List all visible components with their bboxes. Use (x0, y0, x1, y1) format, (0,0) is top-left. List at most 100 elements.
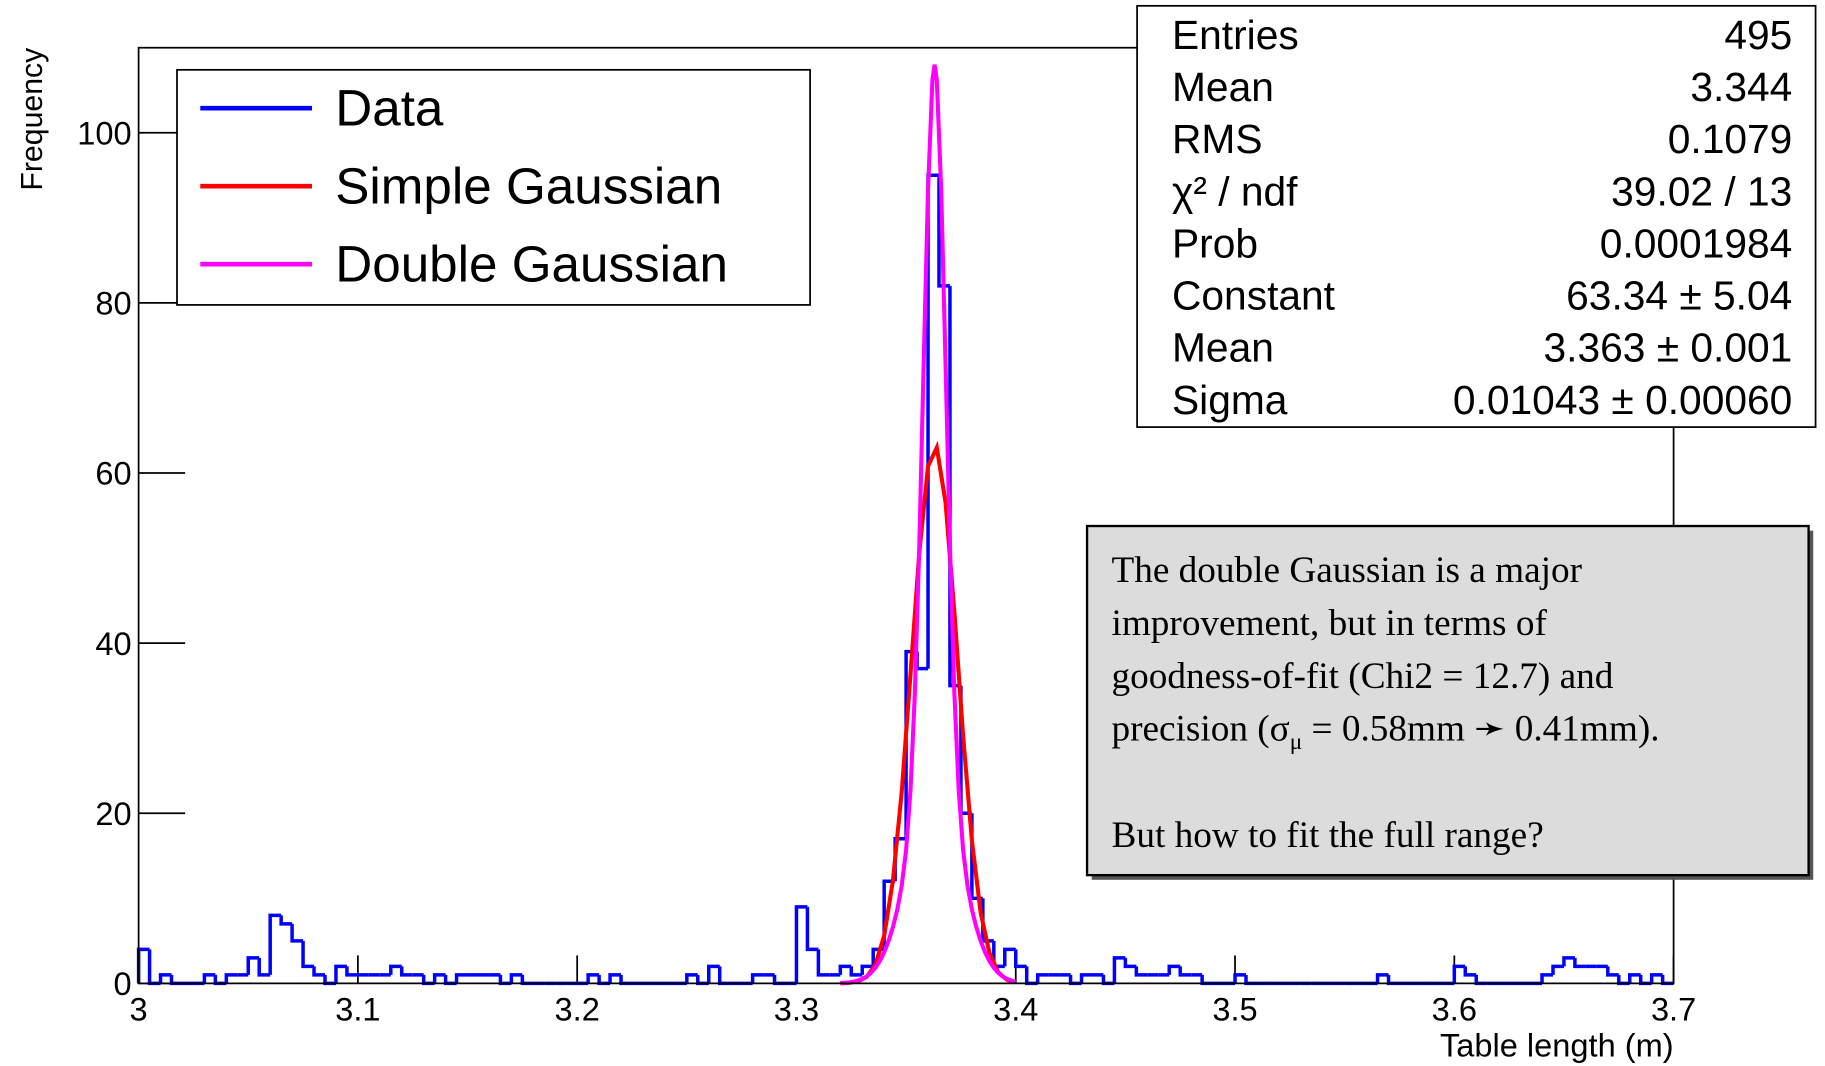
stats-label: Mean (1172, 325, 1274, 371)
histogram-bin (1123, 957, 1137, 969)
histogram-bin (948, 285, 961, 688)
histogram-bin (334, 964, 347, 984)
histogram-bin (1375, 973, 1389, 984)
x-axis-label: Table length (m) (1440, 1028, 1674, 1064)
histogram-bin (750, 973, 764, 984)
note-frame (1085, 524, 1810, 877)
x-tick-label: 3.5 (1212, 992, 1257, 1028)
legend-label: Double Gaussian (335, 236, 728, 293)
x-tick-label: 3.4 (993, 992, 1038, 1028)
histogram-bin (1035, 973, 1049, 984)
histogram-bin (257, 957, 271, 977)
y-tick-label: 40 (95, 626, 131, 662)
histogram-bin (1079, 973, 1093, 984)
histogram-bin (1233, 973, 1246, 984)
histogram-bin (1649, 973, 1663, 984)
histogram-bin (586, 973, 600, 984)
x-tick-label: 3.1 (335, 992, 380, 1028)
note-text: = 0.58mm ➛ 0.41mm). (1302, 709, 1659, 750)
histogram-bin (794, 905, 808, 984)
histogram-bin (268, 913, 282, 975)
note-line: precision (σμ = 0.58mm ➛ 0.41mm). (1112, 709, 1660, 755)
x-tick-label: 3.6 (1432, 992, 1477, 1028)
note-line: improvement, but in terms of (1112, 603, 1548, 644)
histogram-bin (816, 949, 830, 977)
histogram-bin (454, 973, 468, 984)
histogram-bin (1134, 966, 1148, 977)
y-tick-label: 80 (95, 286, 131, 322)
stats-value: 495 (1724, 12, 1792, 58)
y-axis-label: Frequency (16, 47, 49, 191)
histogram-bin (981, 898, 994, 943)
y-tick-label: 0 (113, 966, 131, 1002)
stats-label: RMS (1172, 116, 1262, 162)
histogram-bin (1562, 956, 1575, 967)
histogram-bin (1463, 966, 1477, 977)
histogram-bin (158, 973, 172, 984)
histogram-bin (1112, 956, 1126, 984)
histogram-bin (345, 966, 358, 977)
legend-label: Data (335, 80, 444, 137)
stats-label: Mean (1172, 64, 1274, 110)
histogram-bin (608, 973, 622, 984)
histogram-bin (246, 956, 260, 975)
histogram-bin (805, 906, 819, 952)
note-text: μ (1290, 729, 1302, 755)
note-line: But how to fit the full range? (1112, 815, 1544, 856)
note-box: The double Gaussian is a major improvemen… (1085, 524, 1814, 880)
histogram-bin (706, 964, 720, 984)
stats-box: Entries 495 Mean 3.344 RMS 0.1079 χ² / ndf 39.0… (1136, 4, 1817, 428)
stats-value: 0.0001984 (1600, 220, 1792, 266)
stats-value: 63.34 ± 5.04 (1566, 273, 1792, 319)
histogram-bin (937, 175, 950, 288)
fit-curve (840, 64, 1017, 986)
histogram-bin (202, 973, 216, 984)
x-tick-label: 3.2 (555, 992, 600, 1028)
histogram-bin (1573, 957, 1586, 969)
note-text: precision (σ (1112, 709, 1290, 750)
stats-label: Sigma (1172, 377, 1288, 423)
note-line: goodness-of-fit (Chi2 = 12.7) and (1112, 656, 1614, 697)
stats-value: 39.02 / 13 (1611, 168, 1792, 214)
y-tick-label: 100 (77, 115, 131, 151)
stats-value: 3.344 (1690, 64, 1792, 110)
histogram-bin (290, 923, 304, 943)
stats-frame (1136, 4, 1817, 428)
histogram-bin (432, 973, 446, 984)
stats-label: χ² / ndf (1172, 168, 1298, 214)
plot-frame (137, 46, 1675, 985)
histogram-bin (1452, 964, 1466, 984)
y-tick-label: 20 (95, 796, 131, 832)
note-line: The double Gaussian is a major (1112, 550, 1583, 591)
stats-label: Entries (1172, 12, 1299, 58)
histogram-bin (1540, 973, 1553, 984)
y-tick-label: 60 (95, 456, 131, 492)
stats-value: 0.1079 (1668, 116, 1793, 162)
histogram-bin (312, 966, 325, 977)
histogram-bin (1167, 964, 1181, 975)
histogram-bin (389, 964, 402, 975)
stats-label: Constant (1172, 273, 1336, 319)
x-tick-label: 3.3 (774, 992, 819, 1028)
x-tick-label: 3 (130, 992, 148, 1028)
histogram-bin (860, 964, 874, 975)
histogram-bin (1627, 973, 1641, 984)
histogram-bin (1013, 949, 1027, 969)
histogram-bin (1003, 947, 1016, 967)
histogram-bin (509, 973, 523, 984)
histogram-bin (685, 973, 698, 984)
stats-value: 3.363 ± 0.001 (1544, 325, 1793, 371)
histogram-bin (1606, 966, 1619, 977)
stats-label: Prob (1172, 220, 1258, 266)
x-tick-label: 3.7 (1651, 992, 1696, 1028)
histogram-bin (399, 966, 413, 977)
histogram-bin (838, 964, 852, 975)
legend: Data Simple Gaussian Double Gaussian (176, 68, 811, 306)
legend-label: Simple Gaussian (335, 158, 722, 215)
histogram-bin (224, 973, 238, 984)
histogram-bin (1178, 966, 1192, 977)
stats-value: 0.01043 ± 0.00060 (1453, 377, 1792, 423)
histogram-bin (849, 966, 863, 977)
